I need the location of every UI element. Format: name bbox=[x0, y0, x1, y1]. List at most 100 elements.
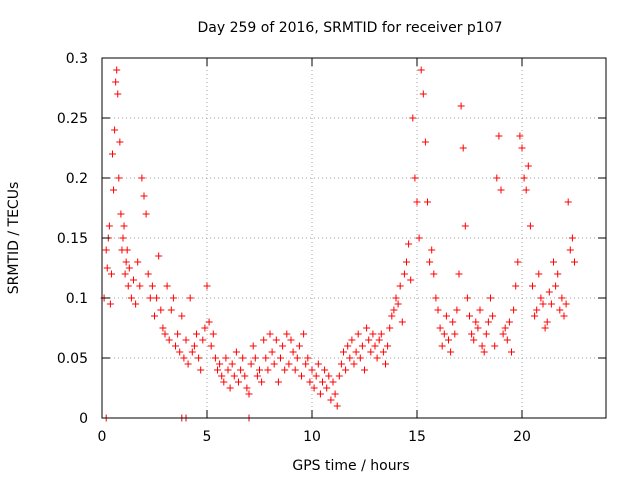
data-point bbox=[107, 270, 115, 278]
data-point bbox=[115, 174, 123, 182]
data-point bbox=[270, 360, 278, 368]
data-point bbox=[125, 264, 133, 272]
y-tick-label: 0.05 bbox=[57, 351, 88, 367]
data-point bbox=[348, 336, 356, 344]
data-point bbox=[344, 342, 352, 350]
data-point bbox=[375, 336, 383, 344]
data-point bbox=[226, 384, 234, 392]
data-point bbox=[127, 294, 135, 302]
data-point bbox=[335, 372, 343, 380]
data-point bbox=[151, 312, 158, 320]
data-point bbox=[442, 312, 450, 320]
data-point bbox=[453, 306, 461, 314]
data-point bbox=[562, 300, 570, 308]
data-point bbox=[316, 390, 324, 398]
data-point bbox=[499, 330, 507, 338]
data-point bbox=[331, 390, 339, 398]
data-point bbox=[120, 222, 128, 230]
data-point bbox=[350, 360, 358, 368]
data-point bbox=[529, 282, 536, 290]
data-point bbox=[491, 342, 499, 350]
data-point bbox=[566, 246, 574, 254]
data-point bbox=[241, 372, 249, 380]
data-point bbox=[426, 258, 434, 266]
data-point bbox=[109, 150, 116, 158]
data-point bbox=[197, 366, 205, 374]
x-axis-label: GPS time / hours bbox=[292, 458, 409, 474]
data-point bbox=[474, 324, 482, 332]
data-point bbox=[363, 324, 371, 332]
data-point bbox=[302, 360, 310, 368]
data-point bbox=[186, 294, 194, 302]
data-point bbox=[182, 336, 190, 344]
data-point bbox=[319, 378, 326, 386]
data-point bbox=[440, 330, 448, 338]
data-point bbox=[394, 300, 402, 308]
data-point bbox=[526, 222, 534, 230]
data-point bbox=[571, 258, 578, 266]
data-point bbox=[268, 348, 276, 356]
data-point bbox=[134, 258, 142, 266]
data-point bbox=[522, 186, 530, 194]
data-point bbox=[285, 360, 293, 368]
data-point bbox=[371, 342, 379, 350]
data-point bbox=[103, 264, 111, 272]
data-point bbox=[478, 342, 486, 350]
data-point bbox=[327, 396, 335, 404]
data-point bbox=[203, 282, 211, 290]
data-point bbox=[153, 294, 161, 302]
axis-ticks: 0 0.05 0.1 0.15 0.2 0.25 0.3 0 5 10 15 20 bbox=[57, 51, 606, 445]
data-point bbox=[417, 66, 425, 74]
data-point bbox=[352, 348, 360, 356]
data-point bbox=[161, 330, 169, 338]
grid bbox=[102, 58, 606, 418]
data-point bbox=[167, 306, 175, 314]
data-point bbox=[266, 330, 274, 338]
data-point bbox=[130, 276, 137, 284]
data-point bbox=[373, 354, 381, 362]
data-point bbox=[560, 312, 568, 320]
data-point bbox=[308, 366, 316, 374]
data-point bbox=[239, 354, 247, 362]
data-point bbox=[146, 294, 154, 302]
x-tick-label: 5 bbox=[203, 429, 212, 445]
data-point bbox=[468, 330, 476, 338]
data-point bbox=[421, 138, 429, 146]
data-point bbox=[253, 372, 261, 380]
data-point bbox=[102, 246, 110, 254]
data-point bbox=[314, 360, 322, 368]
data-point bbox=[140, 192, 148, 200]
data-point bbox=[142, 210, 150, 218]
y-tick-label: 0.2 bbox=[66, 171, 88, 187]
data-point bbox=[445, 336, 452, 344]
data-point bbox=[447, 348, 455, 356]
data-point bbox=[384, 342, 392, 350]
data-point bbox=[136, 282, 144, 290]
data-point bbox=[543, 318, 551, 326]
data-point bbox=[484, 318, 492, 326]
data-point bbox=[356, 354, 364, 362]
data-point bbox=[379, 348, 387, 356]
data-point bbox=[568, 234, 576, 242]
data-point bbox=[245, 390, 253, 398]
data-point bbox=[413, 198, 421, 206]
data-point bbox=[508, 348, 515, 356]
data-point bbox=[556, 306, 564, 314]
data-point bbox=[482, 330, 490, 338]
y-tick-label: 0.15 bbox=[57, 231, 88, 247]
data-point bbox=[323, 384, 331, 392]
data-point bbox=[545, 288, 553, 296]
data-point bbox=[112, 78, 120, 86]
data-point bbox=[291, 366, 299, 374]
data-point bbox=[174, 330, 182, 338]
data-point bbox=[247, 360, 255, 368]
data-point bbox=[281, 366, 289, 374]
x-tick-label: 20 bbox=[513, 429, 531, 445]
data-point bbox=[228, 360, 236, 368]
data-point bbox=[222, 354, 230, 362]
data-point bbox=[535, 270, 543, 278]
data-point bbox=[138, 174, 146, 182]
data-point bbox=[466, 312, 473, 320]
data-point bbox=[436, 324, 444, 332]
